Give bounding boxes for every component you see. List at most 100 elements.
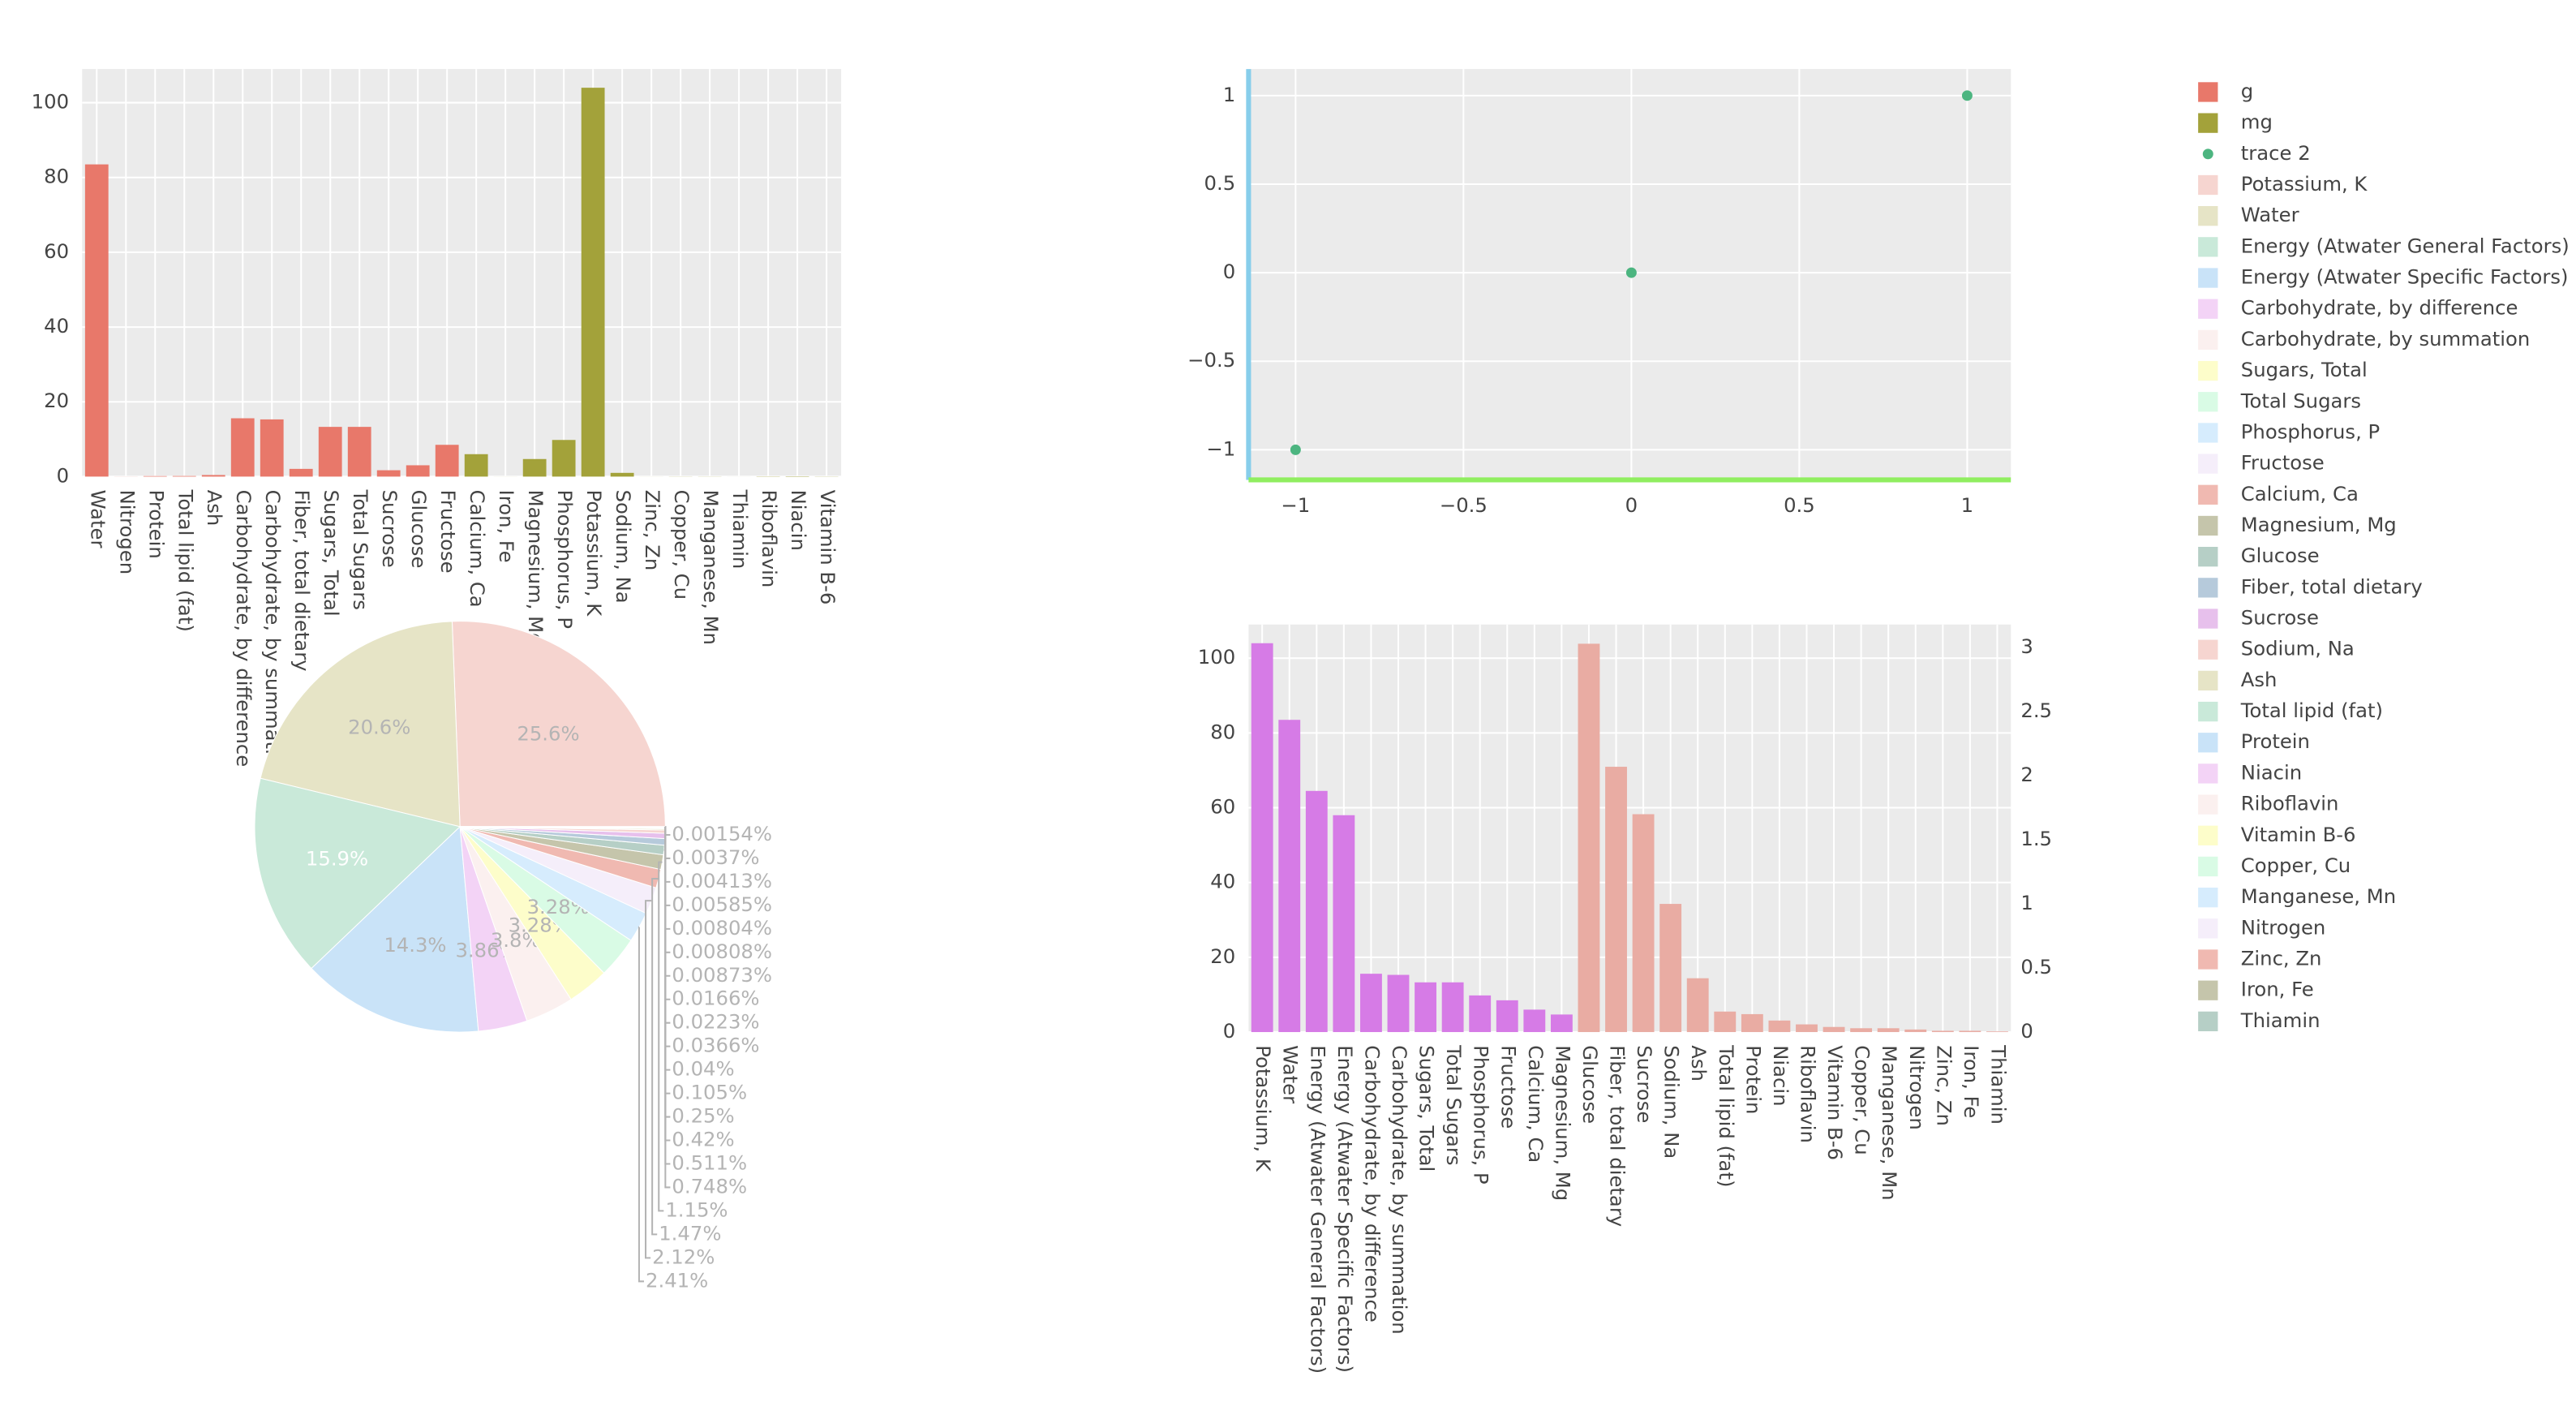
y-tick-label: 80 — [44, 165, 69, 188]
legend-label: Magnesium, Mg — [2241, 513, 2397, 536]
x-tick-label: Phosphorus, P — [1470, 1045, 1493, 1184]
y-tick-label: 2 — [2020, 763, 2033, 786]
bar — [1333, 815, 1355, 1033]
pie-label: 25.6% — [517, 722, 579, 746]
legend-label: Glucose — [2241, 544, 2320, 567]
y-tick-label: 1.5 — [2020, 827, 2052, 850]
legend-label: Copper, Cu — [2241, 854, 2351, 877]
pie-label: 1.15% — [665, 1198, 728, 1221]
x-tick-label: 1 — [1961, 493, 1973, 517]
pie-label: 0.00413% — [672, 869, 772, 892]
y-tick-label: 1 — [2020, 891, 2033, 914]
x-tick-label: Manganese, Mn — [1878, 1045, 1901, 1200]
x-tick-label: Total lipid (fat) — [1715, 1044, 1738, 1187]
legend-swatch — [2198, 609, 2218, 629]
x-tick-label: Sucrose — [1633, 1045, 1656, 1123]
x-tick-label: Water — [1279, 1045, 1303, 1103]
bar — [1632, 814, 1655, 1033]
legend-label: Calcium, Ca — [2241, 482, 2359, 505]
pie-label: 0.04% — [672, 1057, 734, 1081]
x-tick-label: Vitamin B-6 — [1823, 1045, 1847, 1160]
legend-swatch — [2202, 148, 2213, 160]
bar — [1714, 1011, 1737, 1033]
plot-background — [1248, 624, 2011, 1033]
y-tick-label: −1 — [1206, 437, 1235, 460]
bar — [201, 475, 225, 477]
y-tick-label: 60 — [44, 239, 69, 263]
bar — [1768, 1020, 1791, 1033]
bar — [1305, 790, 1328, 1033]
bar — [289, 468, 313, 477]
legend-swatch — [2198, 454, 2218, 474]
x-tick-label: −1 — [1281, 493, 1310, 517]
legend-label: Ash — [2241, 668, 2278, 691]
x-tick-label: Ash — [1687, 1045, 1711, 1082]
x-tick-label: Phosphorus, P — [553, 490, 577, 629]
x-tick-label: Sodium, Na — [612, 490, 635, 604]
legend-swatch — [2198, 360, 2218, 381]
y-tick-label: 0.5 — [2020, 955, 2052, 978]
bar — [1904, 1029, 1927, 1033]
x-tick-label: Magnesium, Mg — [524, 490, 547, 646]
y-tick-label: 20 — [1210, 944, 1235, 968]
point — [1625, 267, 1637, 278]
x-tick-label: Fructose — [1496, 1045, 1520, 1129]
legend-label: Thiamin — [2240, 1009, 2321, 1032]
legend-swatch — [2198, 980, 2218, 1000]
pie-label: 0.00585% — [672, 892, 772, 916]
pie-label: 0.0366% — [672, 1034, 759, 1057]
bar — [581, 88, 605, 477]
legend-label: Carbohydrate, by summation — [2241, 327, 2530, 351]
legend-swatch — [2198, 1011, 2218, 1032]
bar — [1741, 1013, 1763, 1033]
y-tick-label: 40 — [1210, 870, 1235, 893]
pie-label: 1.47% — [659, 1221, 721, 1245]
leader-line — [645, 900, 652, 1259]
bar — [1523, 1009, 1546, 1033]
legend-swatch — [2198, 733, 2218, 753]
legend-swatch — [2198, 887, 2218, 908]
legend-swatch — [2198, 918, 2218, 939]
legend-swatch — [2198, 423, 2218, 443]
bar — [1387, 974, 1410, 1033]
point — [1961, 90, 1973, 101]
bar — [1986, 1031, 2008, 1033]
bar — [1850, 1028, 1873, 1033]
y-tick-label: 60 — [1210, 795, 1235, 819]
x-tick-label: Sucrose — [378, 490, 401, 568]
x-tick-label: Nitrogen — [115, 490, 139, 575]
y-tick-label: 40 — [44, 314, 69, 338]
y-tick-label: 3 — [2020, 634, 2033, 658]
legend-label: Riboflavin — [2241, 792, 2339, 815]
pie-label: 0.0223% — [672, 1010, 759, 1034]
bar — [406, 465, 430, 477]
legend-label: Niacin — [2241, 760, 2302, 784]
plot-background — [82, 69, 842, 477]
pie-slice — [254, 777, 462, 970]
x-tick-label: Potassium, K — [582, 490, 606, 617]
x-tick-label: Manganese, Mn — [699, 490, 723, 645]
legend-label: Fiber, total dietary — [2241, 574, 2423, 598]
legend-label: Sodium, Na — [2241, 637, 2355, 660]
y-tick-label: 0 — [57, 463, 69, 487]
legend-swatch — [2198, 392, 2218, 412]
x-tick-label: Magnesium, Mg — [1551, 1045, 1574, 1201]
legend-swatch — [2198, 701, 2218, 722]
pie-label: 0.00804% — [672, 916, 772, 940]
legend-swatch — [2198, 237, 2218, 257]
legend-label: g — [2241, 79, 2253, 102]
legend-label: Potassium, K — [2241, 172, 2368, 196]
pie-label: 0.748% — [672, 1174, 747, 1198]
pie-label: 0.00154% — [672, 822, 772, 845]
legend-label: Protein — [2241, 729, 2310, 753]
x-tick-label: Thiamin — [1986, 1044, 2010, 1125]
legend-label: Carbohydrate, by difference — [2241, 296, 2518, 320]
legend-swatch — [2198, 82, 2218, 102]
legend-label: Nitrogen — [2241, 915, 2326, 939]
y-tick-label: 0 — [1223, 260, 1235, 283]
leader-line — [658, 861, 664, 1212]
bar — [1605, 767, 1627, 1033]
x-tick-label: Carbohydrate, by difference — [232, 490, 255, 768]
point — [1290, 444, 1301, 455]
